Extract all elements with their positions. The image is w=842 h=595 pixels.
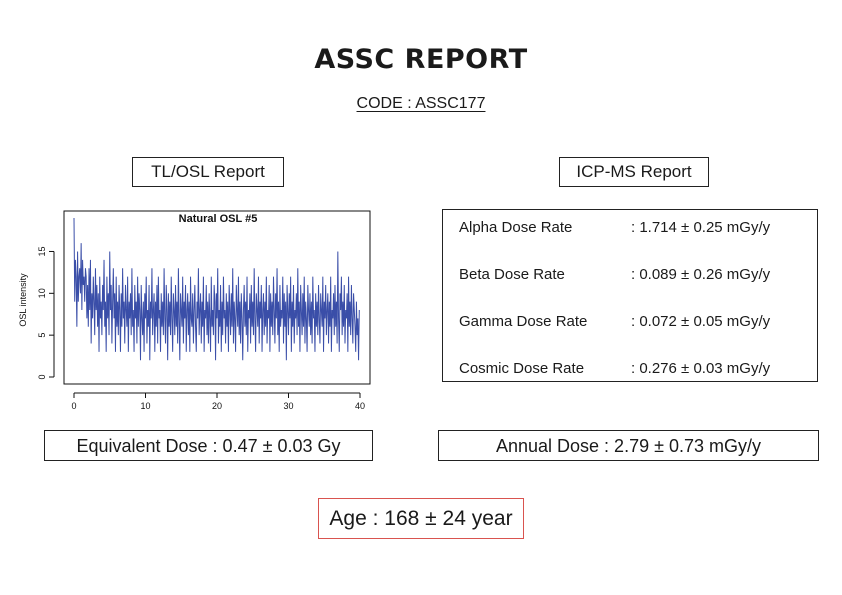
gamma-dose-value: : 0.072 ± 0.05 mGy/y: [631, 313, 771, 330]
beta-dose-value: : 0.089 ± 0.26 mGy/y: [631, 266, 771, 283]
x-tick-label: 30: [283, 401, 293, 411]
osl-series-line: [73, 217, 360, 361]
x-axis-ticks: 0 10 20 30 40: [71, 392, 365, 411]
report-title: ASSC REPORT: [314, 44, 528, 75]
x-tick-label: 20: [212, 401, 222, 411]
y-axis-label: OSL intensity: [18, 273, 28, 327]
plot-frame: [63, 210, 371, 385]
age-result-box: Age : 168 ± 24 year: [318, 498, 524, 539]
equivalent-dose-box: Equivalent Dose : 0.47 ± 0.03 Gy: [44, 430, 373, 461]
y-axis-ticks: 0 5 10 15: [37, 246, 55, 380]
y-tick-label: 10: [37, 288, 47, 298]
y-tick-label: 5: [37, 333, 47, 338]
osl-chart: Natural OSL #5 OSL intensity 0 10 20 30 40 0…: [18, 210, 371, 411]
cosmic-dose-name: Cosmic Dose Rate: [459, 360, 585, 377]
annual-dose-box: Annual Dose : 2.79 ± 0.73 mGy/y: [438, 430, 819, 461]
y-tick-label: 0: [37, 374, 47, 379]
beta-dose-name: Beta Dose Rate: [459, 266, 565, 283]
icp-ms-report-label: ICP-MS Report: [559, 157, 709, 187]
report-code-text: CODE : ASSC177: [356, 95, 486, 112]
x-tick-label: 0: [71, 401, 76, 411]
gamma-dose-name: Gamma Dose Rate: [459, 313, 588, 330]
tl-osl-report-label: TL/OSL Report: [132, 157, 284, 187]
report-code: CODE : ASSC177: [0, 95, 842, 113]
x-tick-label: 40: [355, 401, 365, 411]
alpha-dose-name: Alpha Dose Rate: [459, 219, 573, 236]
chart-title: Natural OSL #5: [179, 213, 258, 225]
alpha-dose-value: : 1.714 ± 0.25 mGy/y: [631, 219, 771, 236]
cosmic-dose-value: : 0.276 ± 0.03 mGy/y: [631, 360, 771, 377]
y-tick-label: 15: [37, 246, 47, 256]
icp-ms-dose-table: Alpha Dose Rate : 1.714 ± 0.25 mGy/y Bet…: [442, 209, 818, 382]
x-tick-label: 10: [140, 401, 150, 411]
